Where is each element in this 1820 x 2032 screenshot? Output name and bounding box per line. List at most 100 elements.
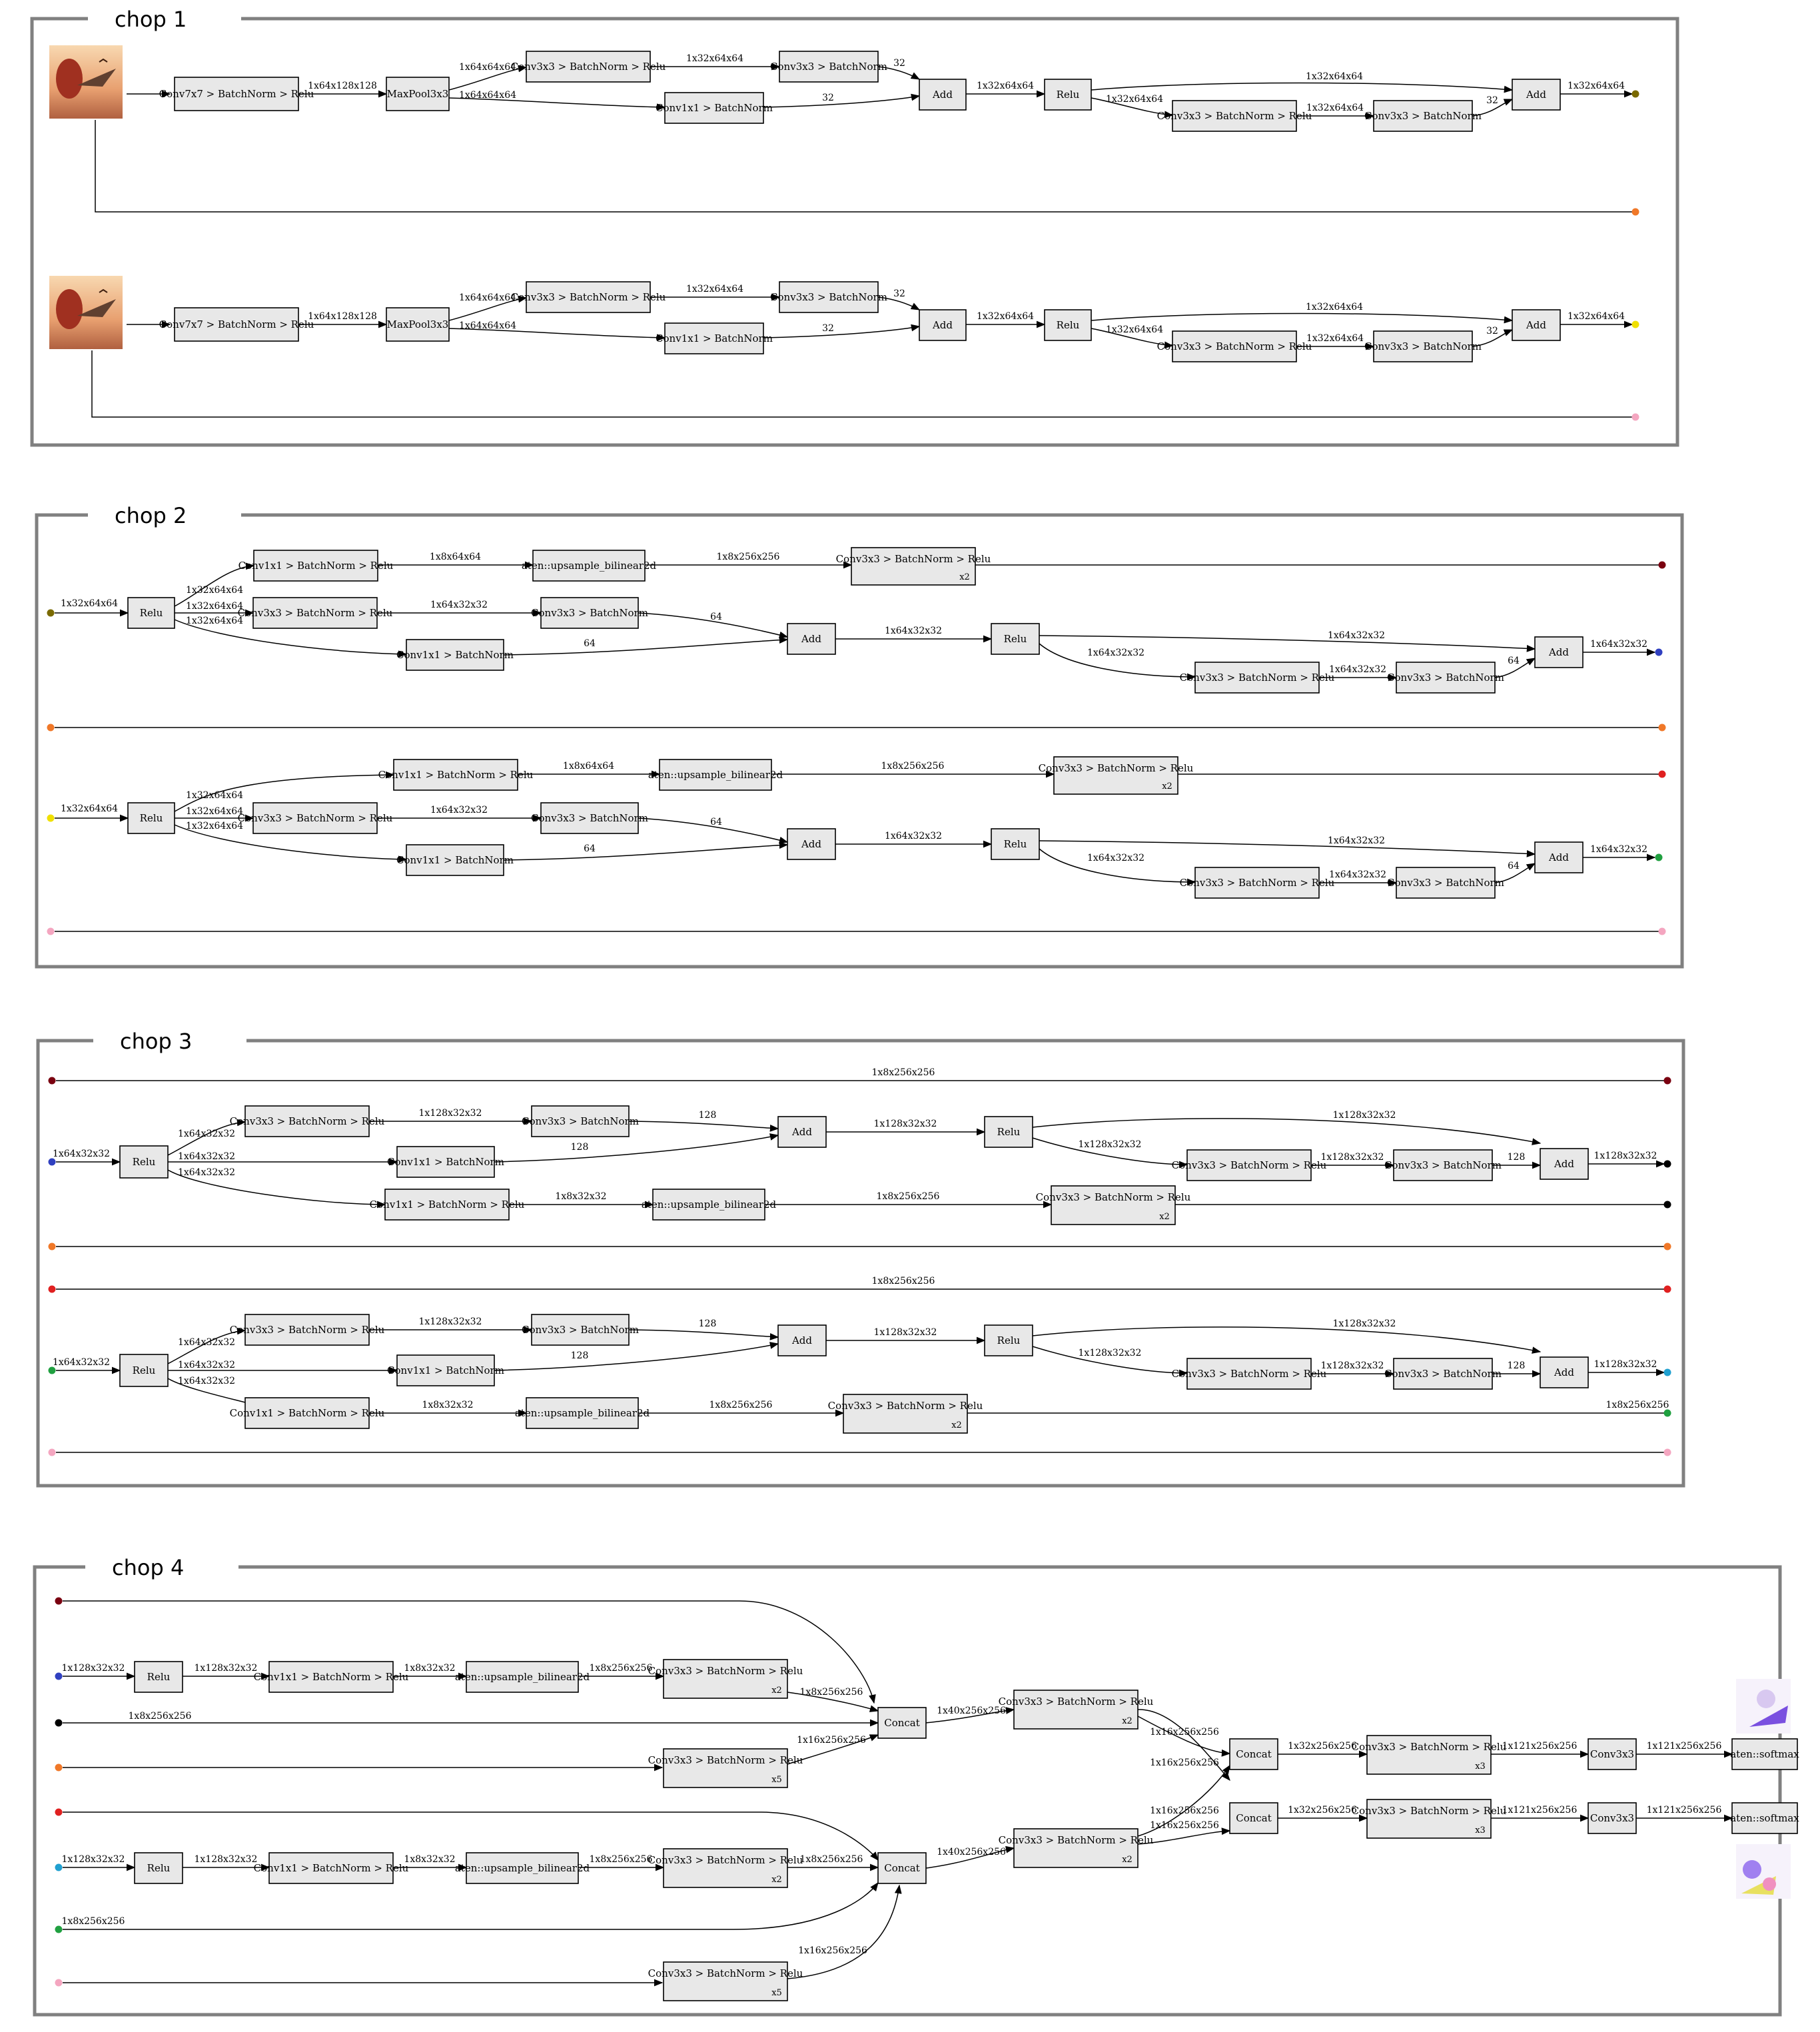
node-box [393,759,518,791]
node-conv3-bn[interactable]: Conv3x3 > BatchNorm [1364,100,1482,132]
node-conv3-bn-relu[interactable]: Conv3x3 > BatchNorm > Relu [230,1105,385,1137]
node-relu[interactable]: Relu [134,1661,183,1693]
node-conv3-bn-relu[interactable]: Conv3x3 > BatchNorm > Relu [238,597,393,629]
node-conv7-bn-relu[interactable]: Conv7x7 > BatchNorm > Relu [159,307,314,342]
node-concat[interactable]: Concat [1229,1802,1278,1834]
node-conv1-bn[interactable]: Conv1x1 > BatchNorm [387,1354,504,1386]
node-conv3-bn[interactable]: Conv3x3 > BatchNorm [531,597,648,629]
node-conv1-bn-relu[interactable]: Conv1x1 > BatchNorm > Relu [378,759,534,791]
node-conv3-bn-relu[interactable]: Conv3x3 > BatchNorm > Relu x5 [648,1961,803,2001]
node-conv1-bn-relu[interactable]: Conv1x1 > BatchNorm > Relu [370,1189,525,1221]
node-box [1194,662,1320,694]
node-maxpool[interactable]: MaxPool3x3 [386,77,450,111]
node-add[interactable]: Add [787,828,836,860]
node-relu[interactable]: Relu [984,1324,1033,1356]
node-conv1-bn-relu[interactable]: Conv1x1 > BatchNorm > Relu [230,1397,385,1429]
node-conv1-bn[interactable]: Conv1x1 > BatchNorm [387,1146,504,1178]
node-conv3-bn-relu[interactable]: Conv3x3 > BatchNorm > Relu [1180,867,1335,899]
node-conv3-bn-relu[interactable]: Conv3x3 > BatchNorm > Relu x2 [648,1659,803,1699]
node-conv3-bn[interactable]: Conv3x3 > BatchNorm [770,281,887,313]
node-conv3-bn[interactable]: Conv3x3 > BatchNorm [770,51,887,83]
node-conv3-bn-relu[interactable]: Conv3x3 > BatchNorm > Relu [511,281,666,313]
image-figure [56,59,83,99]
panel-border [33,1565,1782,2017]
node-add[interactable]: Add [1540,1148,1589,1180]
node-conv3-bn[interactable]: Conv3x3 > BatchNorm [522,1105,639,1137]
node-conv3-bn-relu[interactable]: Conv3x3 > BatchNorm > Relu x5 [648,1748,803,1788]
node-add[interactable]: Add [1534,841,1584,873]
node-conv3-bn-relu[interactable]: Conv3x3 > BatchNorm > Relu x2 [1036,1185,1191,1225]
edge-label: 1x128x32x32 [419,1108,482,1119]
node-add[interactable]: Add [1512,309,1561,341]
node-conv3-bn[interactable]: Conv3x3 > BatchNorm [531,802,648,834]
node-relu[interactable]: Relu [127,802,175,834]
node-conv3-bn[interactable]: Conv3x3 > BatchNorm [1387,867,1504,899]
node-add[interactable]: Add [777,1324,827,1356]
node-concat[interactable]: Concat [1229,1738,1278,1770]
node-relu[interactable]: Relu [1044,79,1092,111]
node-relu[interactable]: Relu [119,1145,169,1179]
node-upsample[interactable]: aten::upsample_bilinear2d [642,1189,777,1221]
node-concat[interactable]: Concat [877,1707,927,1739]
node-upsample[interactable]: aten::upsample_bilinear2d [522,550,657,582]
node-relu[interactable]: Relu [119,1354,169,1387]
node-conv3-bn[interactable]: Conv3x3 > BatchNorm [1387,662,1504,694]
node-conv3-bn-relu[interactable]: Conv3x3 > BatchNorm > Relu [1157,100,1312,132]
node-conv3-bn-relu[interactable]: Conv3x3 > BatchNorm > Relu [1172,1149,1327,1181]
node-add[interactable]: Add [919,309,967,341]
node-upsample[interactable]: aten::upsample_bilinear2d [455,1852,590,1884]
node-add[interactable]: Add [787,623,836,655]
node-relu[interactable]: Relu [991,623,1040,655]
node-conv3-bn-relu[interactable]: Conv3x3 > BatchNorm > Relu x3 [1352,1735,1507,1775]
node-conv7-bn-relu[interactable]: Conv7x7 > BatchNorm > Relu [159,77,314,111]
node-conv1-bn[interactable]: Conv1x1 > BatchNorm [656,322,773,354]
node-conv3-bn-relu[interactable]: Conv3x3 > BatchNorm > Relu [511,51,666,83]
node-upsample[interactable]: aten::upsample_bilinear2d [648,759,783,791]
node-add[interactable]: Add [919,79,967,111]
node-add[interactable]: Add [1540,1356,1589,1388]
node-conv3[interactable]: Conv3x3 [1588,1738,1637,1770]
node-conv3-bn-relu[interactable]: Conv3x3 > BatchNorm > Relu x2 [828,1394,983,1434]
node-conv3-bn[interactable]: Conv3x3 > BatchNorm [1384,1149,1502,1181]
node-upsample[interactable]: aten::upsample_bilinear2d [455,1661,590,1693]
node-conv3-bn-relu[interactable]: Conv3x3 > BatchNorm > Relu [1180,662,1335,694]
node-conv3-bn-relu[interactable]: Conv3x3 > BatchNorm > Relu [1172,1358,1327,1390]
node-conv1-bn-relu[interactable]: Conv1x1 > BatchNorm > Relu [254,1852,409,1884]
node-conv3-bn[interactable]: Conv3x3 > BatchNorm [1364,330,1482,362]
node-conv3-bn-relu[interactable]: Conv3x3 > BatchNorm > Relu x2 [648,1848,803,1888]
node-add[interactable]: Add [1512,79,1561,111]
node-conv1-bn[interactable]: Conv1x1 > BatchNorm [396,639,514,671]
node-concat[interactable]: Concat [877,1852,927,1884]
node-label: Conv3x3 > BatchNorm [770,291,887,303]
node-conv3-bn-relu[interactable]: Conv3x3 > BatchNorm > Relu x2 [836,547,991,586]
node-conv3-bn-relu[interactable]: Conv3x3 > BatchNorm > Relu [230,1314,385,1346]
node-conv1-bn-relu[interactable]: Conv1x1 > BatchNorm > Relu [254,1661,409,1693]
node-conv3-bn[interactable]: Conv3x3 > BatchNorm [522,1314,639,1346]
node-box [119,1354,169,1387]
node-conv1-bn-relu[interactable]: Conv1x1 > BatchNorm > Relu [238,550,394,582]
node-add[interactable]: Add [1534,636,1584,668]
node-relu[interactable]: Relu [1044,309,1092,341]
node-relu[interactable]: Relu [991,828,1040,860]
node-relu[interactable]: Relu [127,597,175,629]
node-add[interactable]: Add [777,1116,827,1148]
node-relu[interactable]: Relu [984,1116,1033,1148]
node-upsample[interactable]: aten::upsample_bilinear2d [515,1397,650,1429]
node-relu[interactable]: Relu [134,1852,183,1884]
node-conv1-bn[interactable]: Conv1x1 > BatchNorm [656,92,773,124]
node-conv3-bn-relu[interactable]: Conv3x3 > BatchNorm > Relu x3 [1352,1799,1507,1839]
node-conv3[interactable]: Conv3x3 [1588,1802,1637,1834]
node-conv3-bn[interactable]: Conv3x3 > BatchNorm [1384,1358,1502,1390]
node-maxpool[interactable]: MaxPool3x3 [386,307,450,342]
node-box [1051,1185,1176,1225]
node-box [1512,309,1561,341]
node-conv3-bn-relu[interactable]: Conv3x3 > BatchNorm > Relu x2 [1039,756,1194,795]
node-softmax[interactable]: aten::softmax [1730,1802,1799,1834]
node-conv3-bn-relu[interactable]: Conv3x3 > BatchNorm > Relu x2 [999,1690,1154,1730]
node-conv1-bn[interactable]: Conv1x1 > BatchNorm [396,844,514,876]
node-conv3-bn-relu[interactable]: Conv3x3 > BatchNorm > Relu x2 [999,1828,1154,1868]
edge-label: 1x64x32x32 [1329,869,1386,880]
node-softmax[interactable]: aten::softmax [1730,1738,1799,1770]
node-conv3-bn-relu[interactable]: Conv3x3 > BatchNorm > Relu [238,802,393,834]
node-conv3-bn-relu[interactable]: Conv3x3 > BatchNorm > Relu [1157,330,1312,362]
